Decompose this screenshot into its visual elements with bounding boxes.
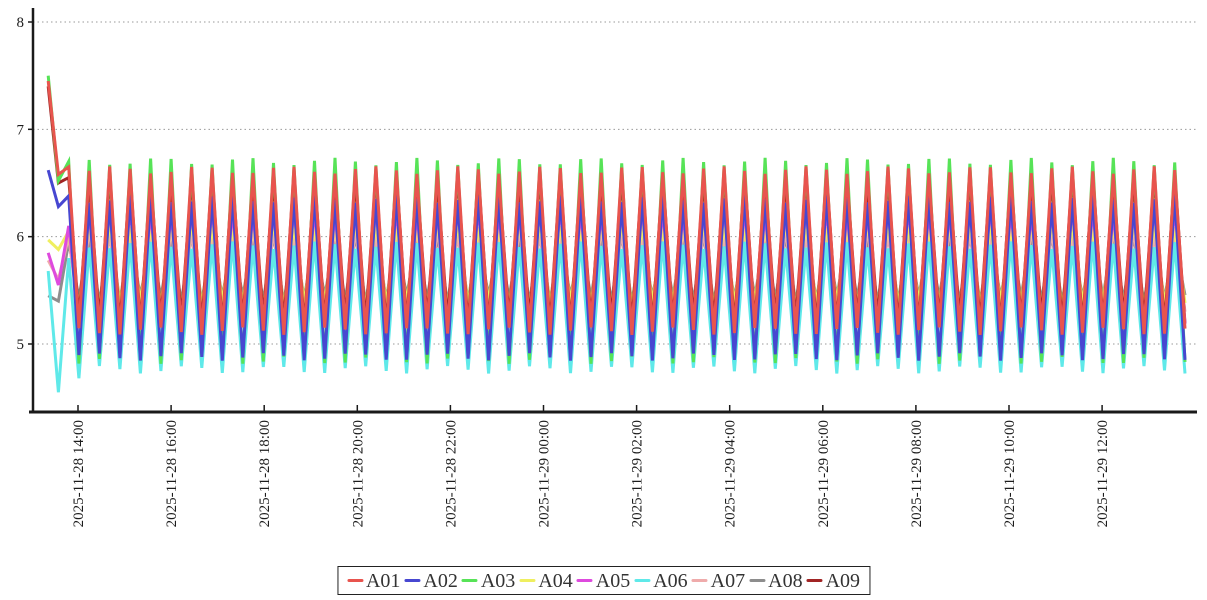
series-line-A06 xyxy=(46,241,1187,393)
y-tick-label: 5 xyxy=(17,337,25,353)
legend-label: A05 xyxy=(595,569,631,592)
x-tick-label: 2025-11-29 00:00 xyxy=(537,420,553,527)
legend-swatch-A01-icon xyxy=(346,578,363,583)
legend-item-A04: A04 xyxy=(519,569,573,592)
legend-item-A02: A02 xyxy=(404,569,458,592)
legend-item-A05: A05 xyxy=(576,569,631,592)
legend-item-A06: A06 xyxy=(634,569,688,592)
x-tick-label: 2025-11-29 02:00 xyxy=(630,420,646,527)
legend-label: A03 xyxy=(480,569,516,592)
legend-label: A06 xyxy=(653,569,688,592)
legend-label: A02 xyxy=(423,569,458,592)
x-tick-label: 2025-11-29 12:00 xyxy=(1095,420,1111,527)
legend-swatch-A06-icon xyxy=(634,578,651,583)
legend-label: A07 xyxy=(710,569,746,592)
legend-swatch-A09-icon xyxy=(806,578,823,583)
legend-label: A08 xyxy=(768,569,803,592)
x-tick-label: 2025-11-29 08:00 xyxy=(909,420,925,527)
x-tick-label: 2025-11-28 14:00 xyxy=(71,420,87,527)
legend-swatch-A07-icon xyxy=(691,578,708,583)
x-tick-label: 2025-11-28 16:00 xyxy=(164,420,180,527)
legend: A01 A02 A03 A04 A05 A06 A07 A08 A09 xyxy=(336,566,871,595)
x-tick-label: 2025-11-28 20:00 xyxy=(350,420,366,527)
x-tick-label: 2025-11-29 10:00 xyxy=(1002,420,1018,527)
x-tick-label: 2025-11-29 04:00 xyxy=(723,420,739,527)
legend-item-A07: A07 xyxy=(691,569,746,592)
x-tick-label: 2025-11-28 22:00 xyxy=(443,420,459,527)
legend-swatch-A03-icon xyxy=(461,578,478,583)
legend-item-A03: A03 xyxy=(461,569,516,592)
legend-label: A04 xyxy=(538,569,573,592)
legend-label: A01 xyxy=(365,569,401,592)
legend-item-A09: A09 xyxy=(806,569,861,592)
legend-swatch-A04-icon xyxy=(519,578,536,583)
series-line-A01 xyxy=(46,80,1187,335)
series-line-A02 xyxy=(46,169,1187,361)
x-tick-label: 2025-11-29 06:00 xyxy=(816,420,832,527)
legend-swatch-A05-icon xyxy=(576,578,593,583)
legend-swatch-A08-icon xyxy=(749,578,766,583)
x-tick-label: 2025-11-28 18:00 xyxy=(257,420,273,527)
y-tick-label: 6 xyxy=(17,230,25,246)
legend-item-A08: A08 xyxy=(749,569,803,592)
y-tick-label: 8 xyxy=(17,15,25,31)
chart-canvas: 8 7 6 5 2025-11-28 14:00 2025-11-28 16:00 2025… xyxy=(17,8,1197,527)
y-tick-label: 7 xyxy=(17,122,25,138)
legend-item-A01: A01 xyxy=(346,569,401,592)
legend-swatch-A02-icon xyxy=(404,578,421,583)
legend-label: A09 xyxy=(825,569,861,592)
